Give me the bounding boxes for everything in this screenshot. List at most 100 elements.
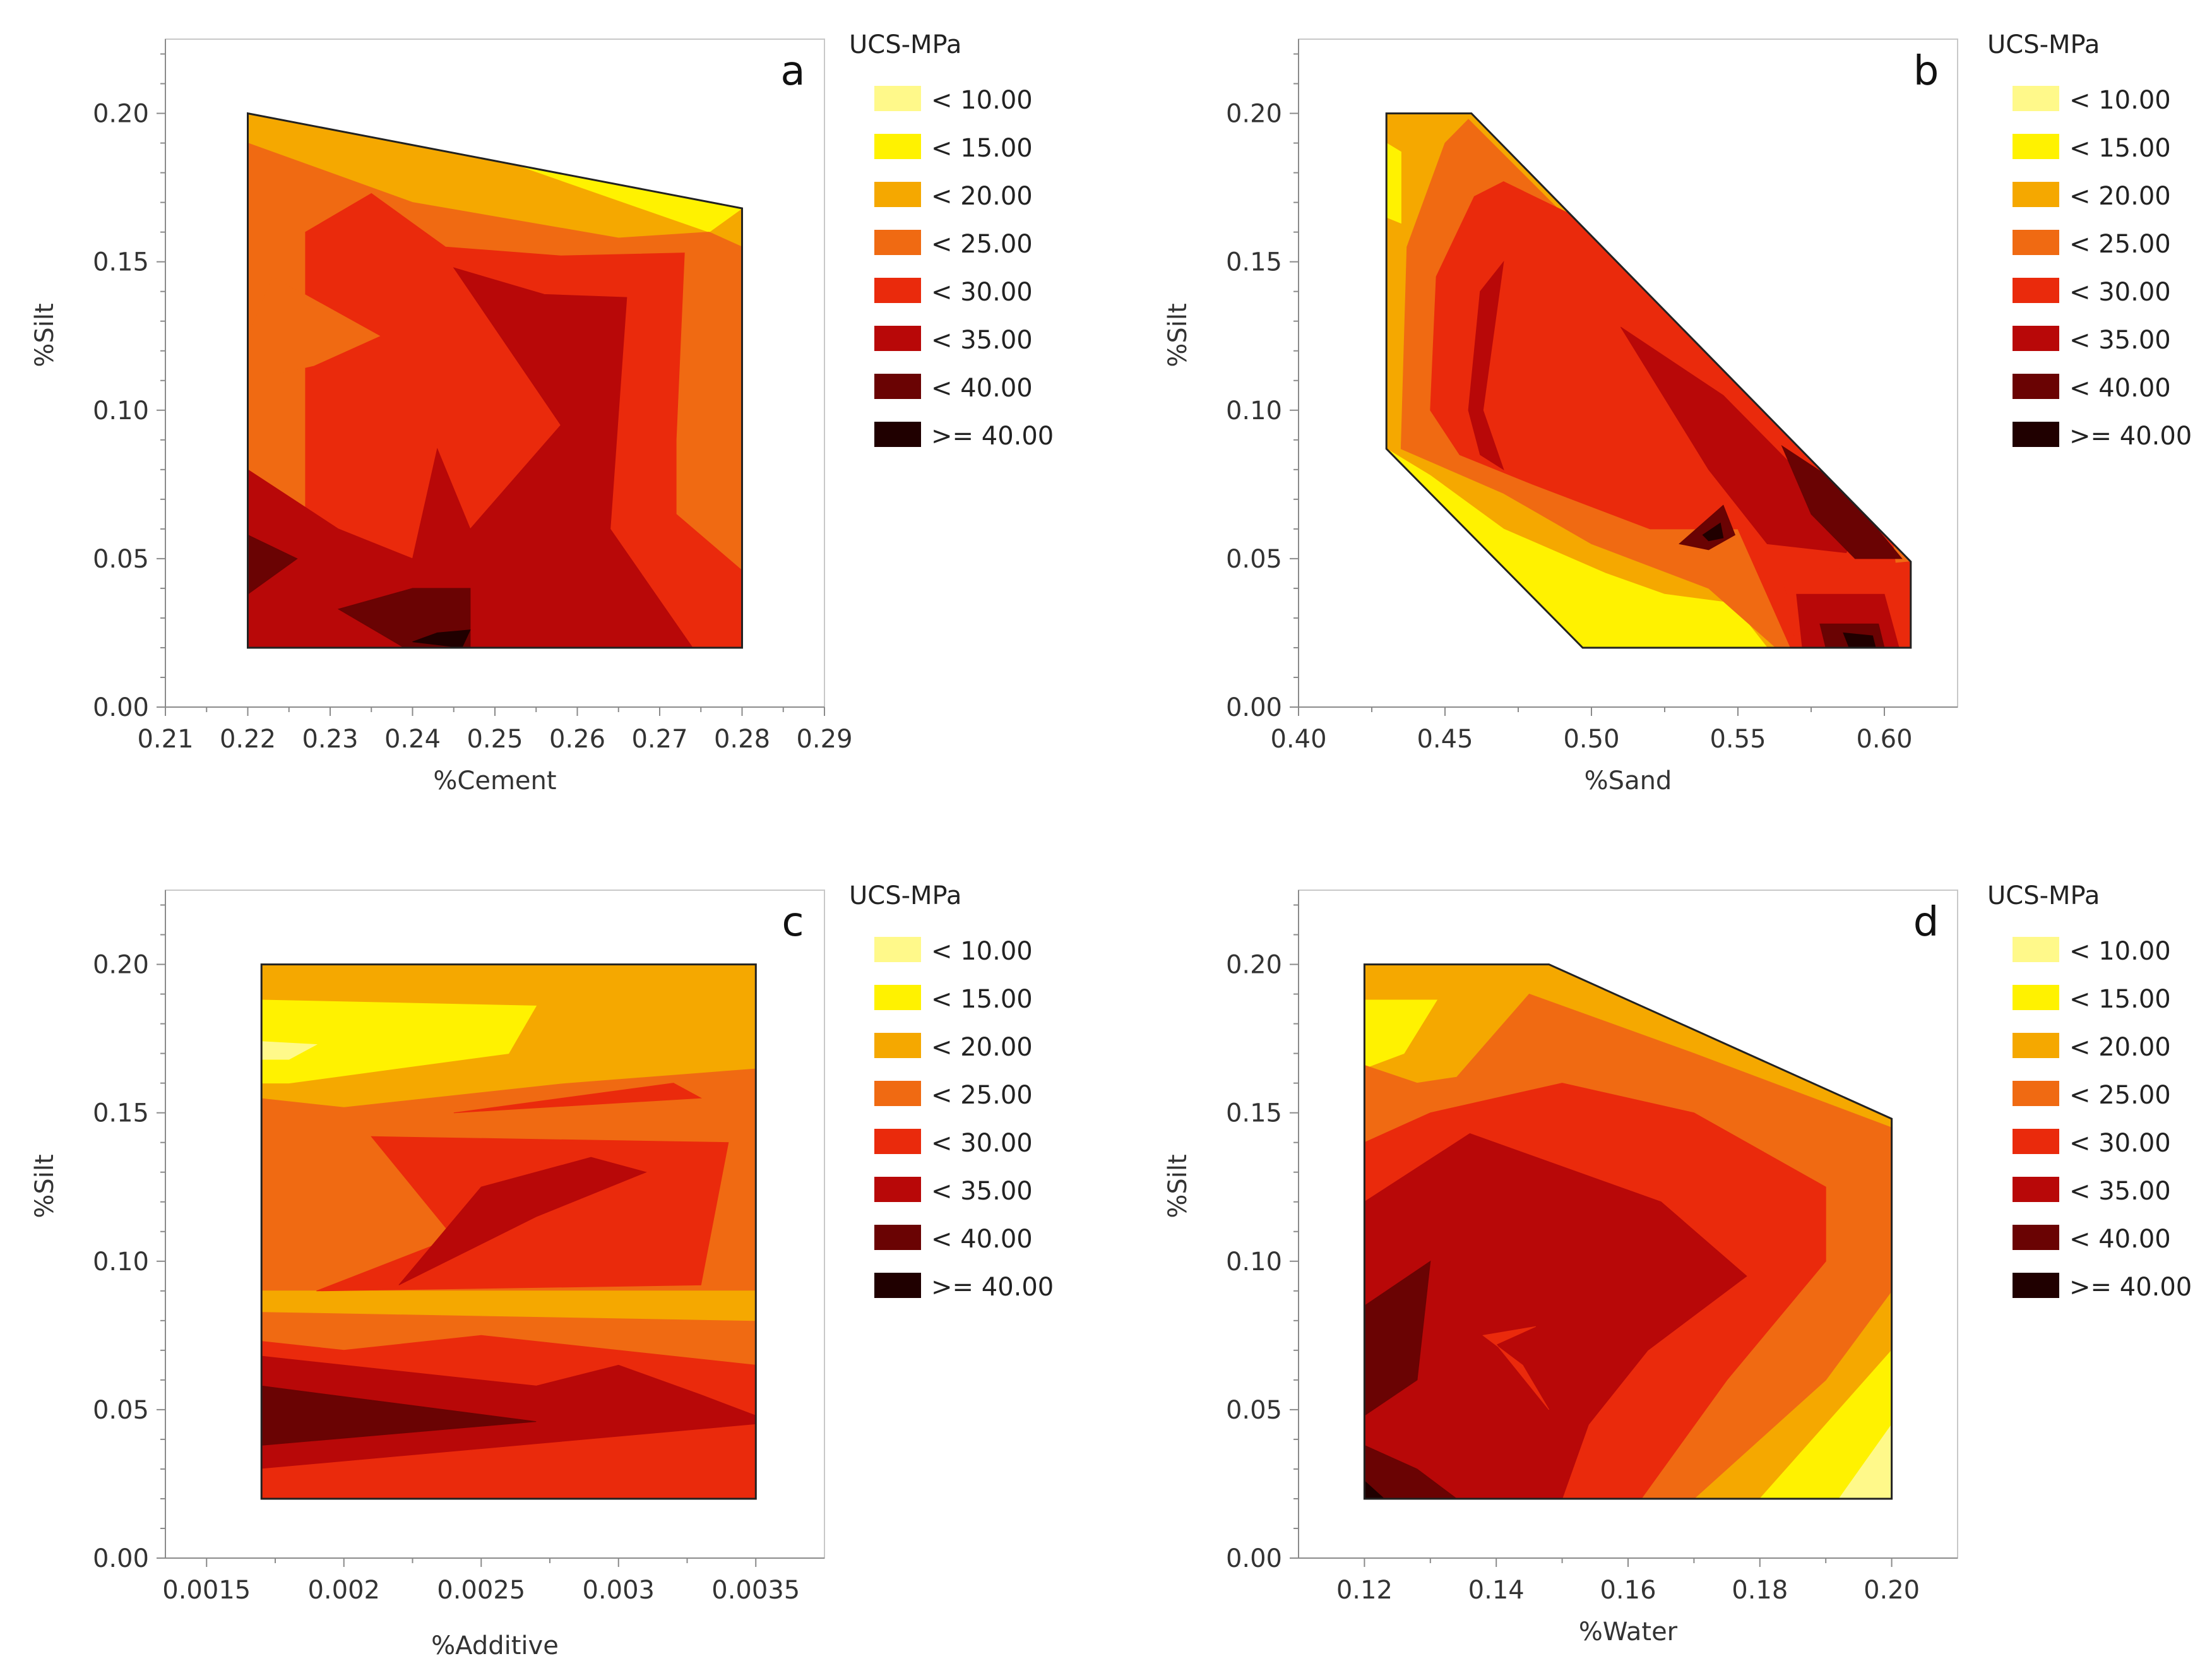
y-tick-label: 0.05 bbox=[1226, 1396, 1282, 1425]
y-tick-label: 0.00 bbox=[1226, 1544, 1282, 1573]
legend-label: < 10.00 bbox=[931, 86, 1033, 115]
legend: UCS-MPa < 10.00 < 15.00 < 20.00 < 25.00 < 30.… bbox=[1987, 30, 2192, 451]
legend-label: < 30.00 bbox=[2069, 1129, 2171, 1158]
legend-swatch bbox=[874, 1177, 921, 1202]
x-tick-label: 0.12 bbox=[1336, 1576, 1393, 1605]
legend-swatch bbox=[874, 1081, 921, 1106]
legend-label: < 10.00 bbox=[2069, 86, 2171, 115]
contour-region-6 bbox=[1364, 1133, 1747, 1499]
contour-region-7 bbox=[398, 1157, 647, 1285]
legend-swatch bbox=[2013, 134, 2059, 159]
x-tick-label: 0.14 bbox=[1468, 1576, 1525, 1605]
x-tick-label: 0.45 bbox=[1417, 725, 1473, 754]
contour-region-3 bbox=[305, 193, 742, 648]
legend-label: < 35.00 bbox=[2069, 326, 2171, 355]
x-tick-label: 0.60 bbox=[1856, 725, 1912, 754]
legend-label: < 25.00 bbox=[931, 230, 1033, 259]
contour-regions bbox=[247, 113, 742, 648]
y-axis-title: %Silt bbox=[30, 1154, 59, 1218]
data-boundary bbox=[247, 112, 743, 649]
contour-region-9 bbox=[1364, 1444, 1458, 1499]
legend-swatch bbox=[874, 422, 921, 447]
y-tick-label: 0.05 bbox=[93, 545, 149, 574]
legend-label: < 15.00 bbox=[931, 134, 1033, 163]
legend-swatch bbox=[2013, 985, 2059, 1010]
x-tick-label: 0.50 bbox=[1563, 725, 1619, 754]
x-axis-title: %Cement bbox=[433, 766, 556, 795]
legend-label: < 30.00 bbox=[2069, 278, 2171, 307]
x-tick-label: 0.0025 bbox=[437, 1576, 525, 1605]
contour-region-5 bbox=[1468, 260, 1504, 470]
x-tick-label: 0.0035 bbox=[711, 1576, 800, 1605]
y-tick-label: 0.00 bbox=[93, 693, 149, 722]
contour-region-5 bbox=[453, 1083, 703, 1114]
contour-region-1 bbox=[1364, 999, 1438, 1069]
legend-swatch bbox=[874, 134, 921, 159]
panel-c: 0.0015 0.002 0.0025 0.003 0.0035 0.00 0.05 0.10… bbox=[30, 881, 1054, 1660]
legend-swatch bbox=[2013, 937, 2059, 962]
y-tick-label: 0.10 bbox=[1226, 1247, 1282, 1277]
legend-swatch bbox=[874, 182, 921, 207]
y-tick-label: 0.00 bbox=[93, 1544, 149, 1573]
contour-region-4 bbox=[261, 1290, 756, 1321]
y-tick-label: 0.10 bbox=[1226, 396, 1282, 426]
legend-title: UCS-MPa bbox=[849, 30, 961, 59]
x-tick-label: 0.28 bbox=[714, 725, 770, 754]
legend-label: < 15.00 bbox=[2069, 985, 2171, 1014]
legend-label: < 40.00 bbox=[931, 1225, 1033, 1254]
x-tick-label: 0.40 bbox=[1270, 725, 1326, 754]
x-axis-title: %Water bbox=[1579, 1617, 1678, 1646]
legend-label: < 10.00 bbox=[2069, 937, 2171, 966]
legend-swatch bbox=[874, 278, 921, 303]
panel-d: 0.12 0.14 0.16 0.18 0.20 0.00 0.05 0.10 0.15 0.20… bbox=[1163, 881, 2192, 1646]
x-tick-label: 0.22 bbox=[220, 725, 276, 754]
legend-label: >= 40.00 bbox=[2069, 1273, 2192, 1302]
contour-region-6 bbox=[1620, 326, 1856, 554]
contour-region-11 bbox=[261, 1424, 756, 1499]
y-tick-label: 0.15 bbox=[1226, 248, 1282, 277]
contour-region-3 bbox=[261, 1041, 318, 1060]
x-tick-label: 0.20 bbox=[1864, 1576, 1920, 1605]
contour-region-3 bbox=[1759, 1349, 1892, 1499]
x-axis-title: %Sand bbox=[1585, 766, 1672, 795]
legend: UCS-MPa < 10.00 < 15.00 < 20.00 < 25.00 < 30.… bbox=[1987, 881, 2192, 1302]
legend-label: >= 40.00 bbox=[2069, 422, 2192, 451]
contour-region-1 bbox=[1386, 142, 1401, 224]
legend-label: < 20.00 bbox=[2069, 1033, 2171, 1062]
legend-swatch bbox=[2013, 1081, 2059, 1106]
legend-title: UCS-MPa bbox=[1987, 881, 2100, 910]
legend: UCS-MPa < 10.00 < 15.00 < 20.00 < 25.00 < 30.… bbox=[849, 881, 1054, 1302]
legend-label: < 20.00 bbox=[931, 182, 1033, 211]
panel-label: c bbox=[782, 899, 804, 946]
x-tick-label: 0.27 bbox=[631, 725, 687, 754]
legend-swatch bbox=[874, 1129, 921, 1154]
legend-swatch bbox=[874, 1273, 921, 1298]
legend-swatch bbox=[2013, 86, 2059, 111]
x-tick-label: 0.16 bbox=[1600, 1576, 1656, 1605]
legend-swatch bbox=[2013, 278, 2059, 303]
legend-swatch bbox=[2013, 1225, 2059, 1250]
x-tick-label: 0.23 bbox=[302, 725, 358, 754]
y-tick-label: 0.20 bbox=[1226, 951, 1282, 980]
x-tick-label: 0.25 bbox=[467, 725, 523, 754]
y-tick-label: 0.00 bbox=[1226, 693, 1282, 722]
data-boundary bbox=[1385, 112, 1912, 649]
contour-region-6 bbox=[247, 534, 298, 595]
legend-swatch bbox=[2013, 230, 2059, 255]
y-tick-label: 0.10 bbox=[93, 1247, 149, 1277]
legend-label: < 20.00 bbox=[931, 1033, 1033, 1062]
contour-regions bbox=[261, 964, 756, 1499]
x-tick-label: 0.24 bbox=[384, 725, 441, 754]
panel-label: d bbox=[1913, 899, 1939, 946]
contour-regions bbox=[1386, 113, 1911, 648]
x-tick-label: 0.002 bbox=[307, 1576, 380, 1605]
legend-label: < 40.00 bbox=[931, 374, 1033, 403]
contour-region-8 bbox=[412, 629, 471, 648]
legend-label: < 25.00 bbox=[2069, 230, 2171, 259]
y-axis-title: %Silt bbox=[30, 303, 59, 367]
legend-swatch bbox=[2013, 374, 2059, 399]
contour-region-9 bbox=[261, 1355, 756, 1470]
x-tick-label: 0.21 bbox=[137, 725, 193, 754]
legend-swatch bbox=[874, 985, 921, 1010]
